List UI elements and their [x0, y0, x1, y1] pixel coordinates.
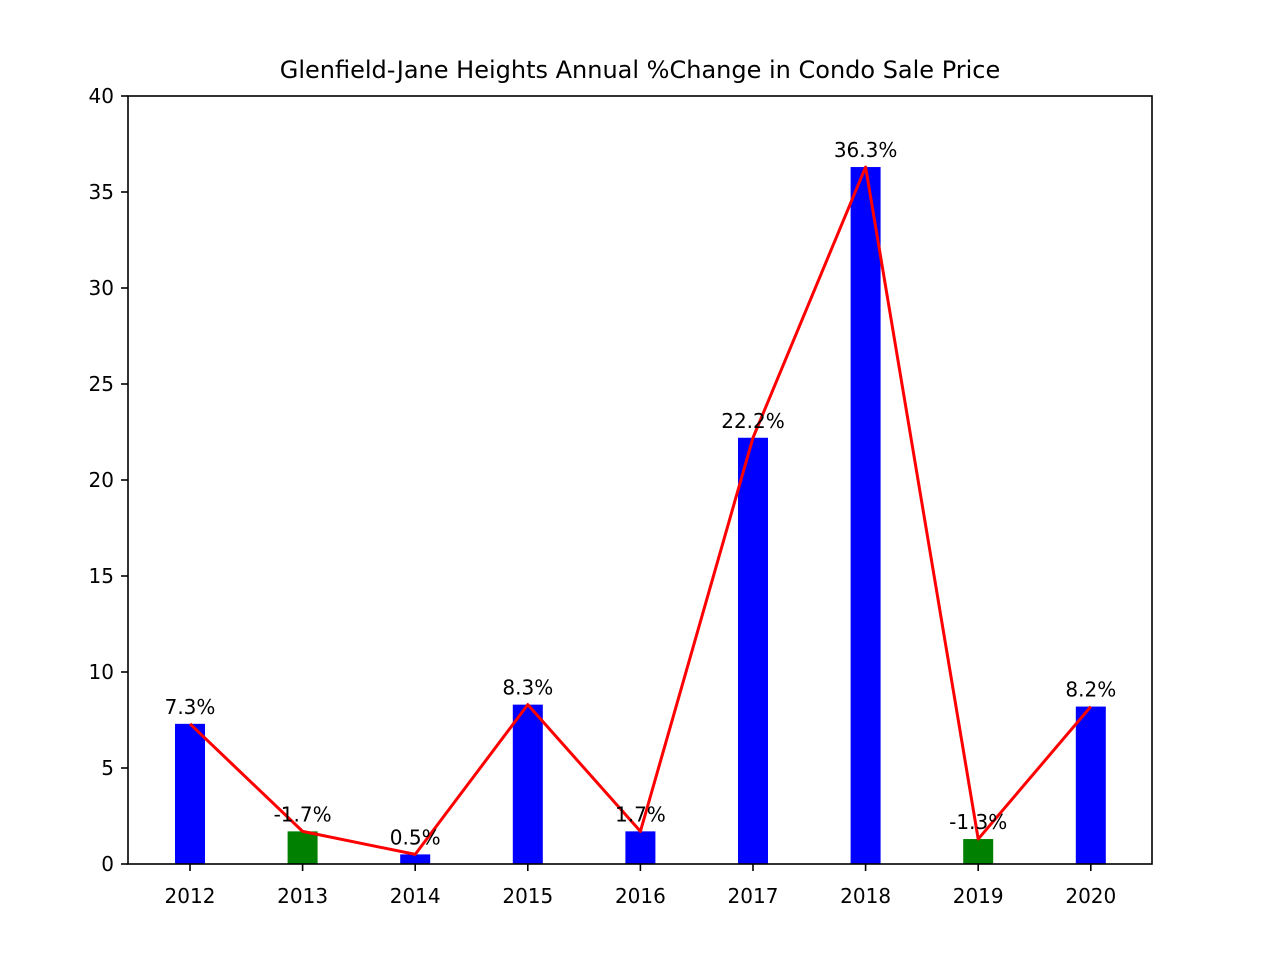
x-tick-label-2019: 2019 — [953, 884, 1004, 908]
x-tick-label-2018: 2018 — [840, 884, 891, 908]
y-tick-label-15: 15 — [89, 564, 114, 588]
bar-2018 — [850, 167, 881, 865]
data-label-2020: 8.2% — [1065, 678, 1116, 702]
trend-line — [188, 165, 1092, 856]
data-label-2017: 22.2% — [721, 409, 785, 433]
data-label-2016: 1.7% — [615, 802, 666, 826]
x-tick-label-2016: 2016 — [615, 884, 666, 908]
data-label-2018: 36.3% — [834, 138, 898, 162]
y-tick-label-0: 0 — [101, 852, 114, 876]
x-tick-label-2013: 2013 — [277, 884, 328, 908]
bar-2020 — [1075, 706, 1106, 864]
x-tick-label-2012: 2012 — [165, 884, 216, 908]
y-tick-label-25: 25 — [89, 372, 114, 396]
x-tick-label-2020: 2020 — [1065, 884, 1116, 908]
chart-title: Glenfield-Jane Heights Annual %Change in… — [280, 56, 1001, 84]
bar-2015 — [512, 704, 543, 864]
bar-2019 — [963, 839, 994, 864]
y-tick-label-5: 5 — [101, 756, 114, 780]
y-tick-label-35: 35 — [89, 180, 114, 204]
data-label-2012: 7.3% — [165, 695, 216, 719]
bar-2017 — [738, 437, 768, 864]
y-tick-label-10: 10 — [89, 660, 114, 684]
y-tick-label-20: 20 — [89, 468, 114, 492]
y-tick-label-40: 40 — [89, 84, 114, 108]
y-tick-label-30: 30 — [89, 276, 114, 300]
plot-frame — [127, 95, 1153, 865]
bar-2012 — [175, 723, 205, 864]
data-label-2019: -1.3% — [949, 810, 1007, 834]
data-label-2015: 8.3% — [502, 676, 553, 700]
data-label-2013: -1.7% — [274, 802, 332, 826]
x-tick-label-2015: 2015 — [502, 884, 553, 908]
data-label-2014: 0.5% — [390, 825, 441, 849]
x-tick-label-2017: 2017 — [728, 884, 779, 908]
bar-2013 — [287, 831, 318, 864]
bar-2014 — [400, 854, 431, 864]
bar-2016 — [625, 831, 656, 864]
x-tick-label-2014: 2014 — [390, 884, 441, 908]
